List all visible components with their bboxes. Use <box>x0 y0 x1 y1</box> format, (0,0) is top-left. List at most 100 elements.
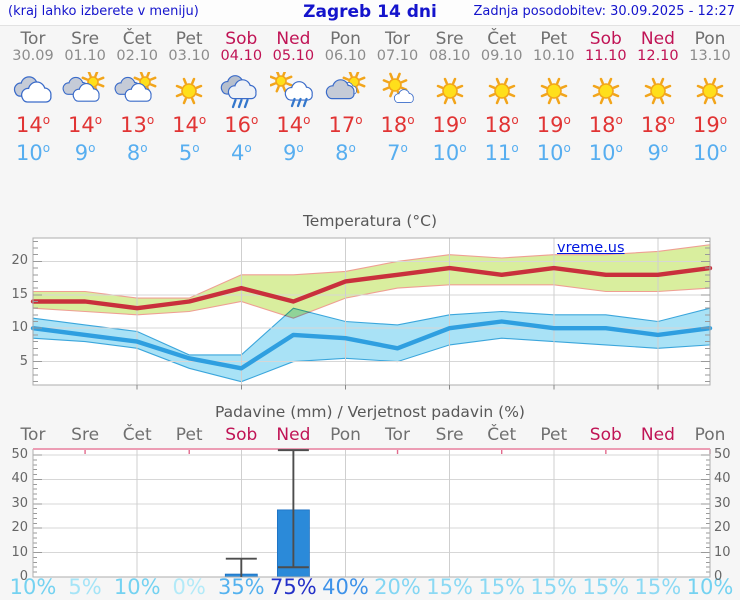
precip-ytick-label-right: 0 <box>714 569 723 584</box>
tmax-value: 16o <box>224 113 259 137</box>
sunny-icon <box>644 77 672 105</box>
day-date-label: 02.10 <box>116 48 158 64</box>
tmax-value: 17o <box>328 113 363 137</box>
precip-probability-value: 5% <box>68 575 102 599</box>
precip-probability-value: 15% <box>426 575 473 599</box>
precip-ytick-label-left: 20 <box>11 520 28 536</box>
precip-day-label: Sre <box>435 425 464 445</box>
day-date-label: 09.10 <box>480 48 523 64</box>
tmin-value: 10o <box>15 141 51 165</box>
rain-icon <box>221 75 257 109</box>
watermark-link[interactable]: vreme.us <box>557 240 625 256</box>
day-date-label: 05.10 <box>272 48 315 64</box>
precip-day-label: Ned <box>640 425 675 445</box>
precip-probability-value: 40% <box>322 575 369 599</box>
tmax-value: 14o <box>68 113 103 137</box>
precip-probability-value: 75% <box>270 575 317 599</box>
day-name-label: Sre <box>435 29 464 49</box>
day-column: Sre 01.10 14o 9o <box>59 31 111 171</box>
day-name-label: Sob <box>589 29 622 49</box>
precip-probability-value: 15% <box>582 575 630 599</box>
precip-ytick-label-left: 50 <box>11 447 28 462</box>
day-name-label: Pon <box>694 29 726 49</box>
precip-probability-value: 15% <box>530 575 578 599</box>
day-date-label: 06.10 <box>324 48 367 64</box>
precip-day-label: Ned <box>276 425 311 445</box>
tmin-value: 10o <box>432 141 467 165</box>
tmax-value: 19o <box>432 113 467 137</box>
day-date-label: 10.10 <box>533 48 575 64</box>
tmin-value: 7o <box>387 141 408 165</box>
sun-clouds-icon <box>62 72 105 102</box>
day-column: Pet 03.10 14o 5o <box>163 31 215 171</box>
precip-ytick-label-right: 10 <box>714 544 731 560</box>
day-date-label: 08.10 <box>428 48 471 64</box>
tmax-line <box>30 265 713 311</box>
day-column: Ned 05.10 14o 9o <box>267 31 319 171</box>
precip-day-label: Sob <box>225 425 258 445</box>
precip-day-label: Tor <box>20 425 46 445</box>
tmin-value: 10o <box>692 141 728 165</box>
sunny-icon <box>175 77 203 105</box>
precipitation-chart-title: Padavine (mm) / Verjetnost padavin (%) <box>215 403 525 421</box>
tmin-value: 8o <box>335 141 356 165</box>
tmax-value: 14o <box>15 113 51 137</box>
day-column: Ned 12.10 18o 9o <box>632 31 684 171</box>
day-date-label: 13.10 <box>689 48 731 64</box>
day-name-label: Čet <box>487 29 517 49</box>
tmax-value: 18o <box>484 113 519 137</box>
day-date-label: 07.10 <box>376 48 419 64</box>
precip-ytick-label-left: 10 <box>11 544 28 560</box>
page-title: Zagreb 14 dni <box>303 2 437 22</box>
day-name-label: Ned <box>276 29 311 49</box>
tmax-value: 14o <box>172 113 207 137</box>
precip-probability-value: 20% <box>374 575 421 599</box>
temp-ytick-label: 5 <box>19 353 28 369</box>
precip-ytick-label-right: 20 <box>714 520 731 536</box>
tmin-value: 8o <box>126 141 148 165</box>
sunny-icon <box>436 77 463 105</box>
precip-day-label: Pet <box>540 425 568 445</box>
temp-plot-border <box>32 237 711 386</box>
precip-ytick-label-right: 40 <box>714 471 731 487</box>
sunny-icon <box>540 77 568 105</box>
sun-clouds-icon <box>114 72 157 102</box>
tmax-value: 19o <box>536 113 571 137</box>
temp-ytick-label: 15 <box>11 286 28 302</box>
tmax-value: 13o <box>120 113 155 137</box>
page-header: (kraj lahko izberete v meniju) Zagreb 14… <box>0 0 740 26</box>
day-name-label: Pet <box>175 29 203 49</box>
day-column: Tor 07.10 18o 7o <box>372 31 424 171</box>
day-column: Čet 09.10 18o 11o <box>476 31 528 171</box>
tmin-value: 9o <box>283 141 304 165</box>
precip-ytick-label-left: 30 <box>11 495 28 511</box>
day-name-label: Tor <box>20 29 46 49</box>
day-name-label: Sob <box>225 29 258 49</box>
tmin-line <box>30 319 713 371</box>
precip-plot-area <box>33 449 710 577</box>
tmax-value: 14o <box>276 113 311 137</box>
temp-ytick-label: 20 <box>11 253 28 269</box>
day-date-label: 03.10 <box>168 48 210 64</box>
tmax-value: 18o <box>588 113 623 137</box>
precip-day-label: Pon <box>330 425 361 445</box>
precip-plot-border <box>32 449 711 578</box>
precip-day-label: Pon <box>694 425 726 445</box>
sun-small-cloud-icon <box>382 72 414 103</box>
precip-day-label: Sob <box>589 425 622 445</box>
day-date-label: 12.10 <box>637 48 679 64</box>
day-name-label: Pon <box>330 29 361 49</box>
day-column: Sob 11.10 18o 10o <box>580 31 632 171</box>
day-column: Čet 02.10 13o 8o <box>111 31 163 171</box>
precip-ytick-label-right: 50 <box>714 447 731 462</box>
precip-probability-value: 10% <box>686 575 734 599</box>
tmax-value: 18o <box>380 113 415 137</box>
precip-day-label: Čet <box>122 425 152 445</box>
precip-probability-value: 10% <box>113 575 161 599</box>
day-column: Sob 04.10 16o 4o <box>215 31 267 171</box>
day-column: Sre 08.10 19o 10o <box>424 31 476 171</box>
precip-ytick-label-left: 0 <box>19 569 28 584</box>
precip-probability-value: 10% <box>9 575 57 599</box>
